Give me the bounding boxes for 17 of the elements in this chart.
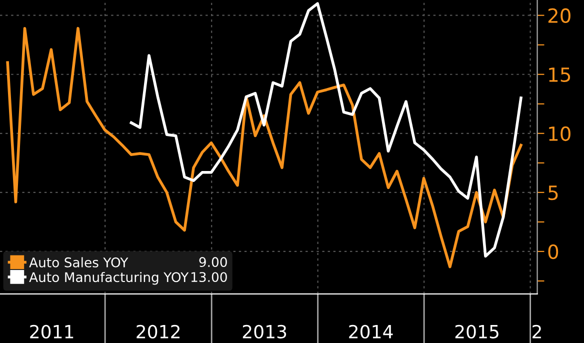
x-tick-label: 2014 [349, 324, 393, 338]
y-tick-label: 15 [549, 68, 570, 82]
x-tick-label: 2013 [242, 324, 286, 338]
y-tick-label: 0 [548, 244, 558, 260]
x-tick-label: 2015 [455, 324, 498, 338]
y-tick-label: 20 [548, 8, 570, 24]
legend-label: Auto Sales YOY [29, 257, 128, 268]
y-tick-label: 5 [548, 186, 558, 200]
x-tick-label: 2012 [136, 324, 180, 338]
annotation: 9.00 [199, 257, 227, 268]
annotation: 13.00 [191, 272, 227, 282]
line-series [6, 26, 522, 268]
x-tick-label: 2011 [30, 324, 74, 338]
y-tick-label: 10 [549, 126, 570, 142]
line-series [130, 2, 522, 258]
legend-label: Auto Manufacturing YOY [29, 272, 189, 285]
x-tick-label: 2 [532, 324, 541, 338]
